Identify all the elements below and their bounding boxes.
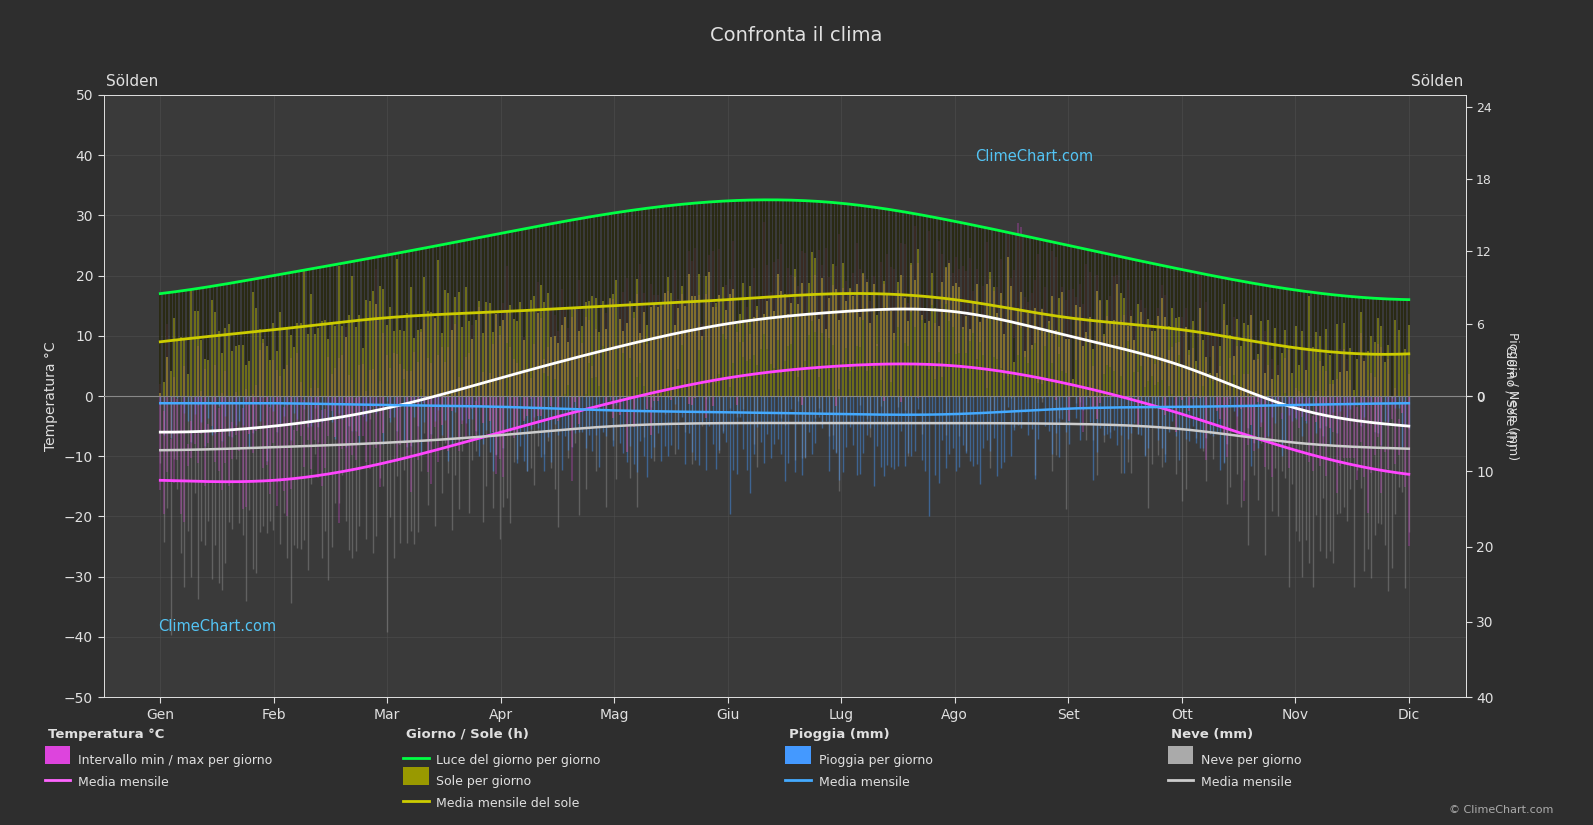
Text: Neve (mm): Neve (mm) [1171, 728, 1254, 741]
Text: Temperatura °C: Temperatura °C [48, 728, 164, 741]
Text: Media mensile: Media mensile [1201, 776, 1292, 789]
Text: © ClimeChart.com: © ClimeChart.com [1448, 805, 1553, 815]
Text: Giorno / Sole (h): Giorno / Sole (h) [406, 728, 529, 741]
Text: ClimeChart.com: ClimeChart.com [158, 619, 276, 634]
Text: Sole per giorno: Sole per giorno [436, 776, 532, 789]
Text: ClimeChart.com: ClimeChart.com [975, 149, 1093, 164]
Text: Pioggia (mm): Pioggia (mm) [789, 728, 889, 741]
Text: Sölden: Sölden [1410, 74, 1462, 89]
Y-axis label: Temperatura °C: Temperatura °C [45, 342, 59, 450]
Text: Sölden: Sölden [107, 74, 159, 89]
Y-axis label: Pioggia / Neve (mm): Pioggia / Neve (mm) [1505, 332, 1518, 460]
Text: Intervallo min / max per giorno: Intervallo min / max per giorno [78, 754, 272, 767]
Y-axis label: Giorno / Sole (h): Giorno / Sole (h) [1504, 345, 1517, 447]
Text: Neve per giorno: Neve per giorno [1201, 754, 1301, 767]
Text: Media mensile del sole: Media mensile del sole [436, 797, 580, 810]
Text: Luce del giorno per giorno: Luce del giorno per giorno [436, 754, 601, 767]
Text: Pioggia per giorno: Pioggia per giorno [819, 754, 932, 767]
Text: Media mensile: Media mensile [819, 776, 910, 789]
Text: Media mensile: Media mensile [78, 776, 169, 789]
Text: Confronta il clima: Confronta il clima [710, 26, 883, 45]
